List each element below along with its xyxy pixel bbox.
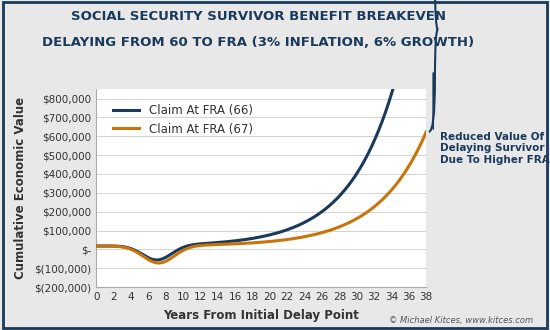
Claim At FRA (67)	[93, 244, 100, 248]
Text: DELAYING FROM 60 TO FRA (3% INFLATION, 6% GROWTH): DELAYING FROM 60 TO FRA (3% INFLATION, 6…	[42, 36, 475, 49]
Y-axis label: Cumulative Economic Value: Cumulative Economic Value	[14, 97, 28, 279]
Legend: Claim At FRA (66), Claim At FRA (67): Claim At FRA (66), Claim At FRA (67)	[109, 99, 257, 140]
Claim At FRA (66)	[252, 236, 259, 240]
X-axis label: Years From Initial Delay Point: Years From Initial Delay Point	[163, 309, 359, 322]
Text: SOCIAL SECURITY SURVIVOR BENEFIT BREAKEVEN: SOCIAL SECURITY SURVIVOR BENEFIT BREAKEV…	[71, 10, 446, 23]
Claim At FRA (66)	[250, 236, 257, 240]
Claim At FRA (67)	[272, 239, 279, 243]
Line: Claim At FRA (66): Claim At FRA (66)	[96, 0, 426, 260]
Claim At FRA (66)	[153, 258, 159, 262]
Claim At FRA (66)	[364, 153, 371, 157]
Claim At FRA (66)	[272, 231, 279, 235]
Claim At FRA (66)	[93, 244, 100, 248]
Claim At FRA (67)	[364, 210, 371, 214]
Claim At FRA (67)	[155, 261, 162, 265]
Claim At FRA (66)	[290, 225, 296, 229]
Line: Claim At FRA (67): Claim At FRA (67)	[96, 132, 426, 263]
Text: © Michael Kitces, www.kitces.com: © Michael Kitces, www.kitces.com	[389, 316, 534, 325]
Claim At FRA (67)	[250, 241, 257, 245]
Claim At FRA (67)	[290, 237, 296, 241]
Text: Reduced Value Of
Delaying Survivor
Due To Higher FRA: Reduced Value Of Delaying Survivor Due T…	[440, 132, 550, 165]
Claim At FRA (67)	[416, 146, 422, 149]
Claim At FRA (67)	[252, 241, 259, 245]
Claim At FRA (67)	[423, 130, 430, 134]
